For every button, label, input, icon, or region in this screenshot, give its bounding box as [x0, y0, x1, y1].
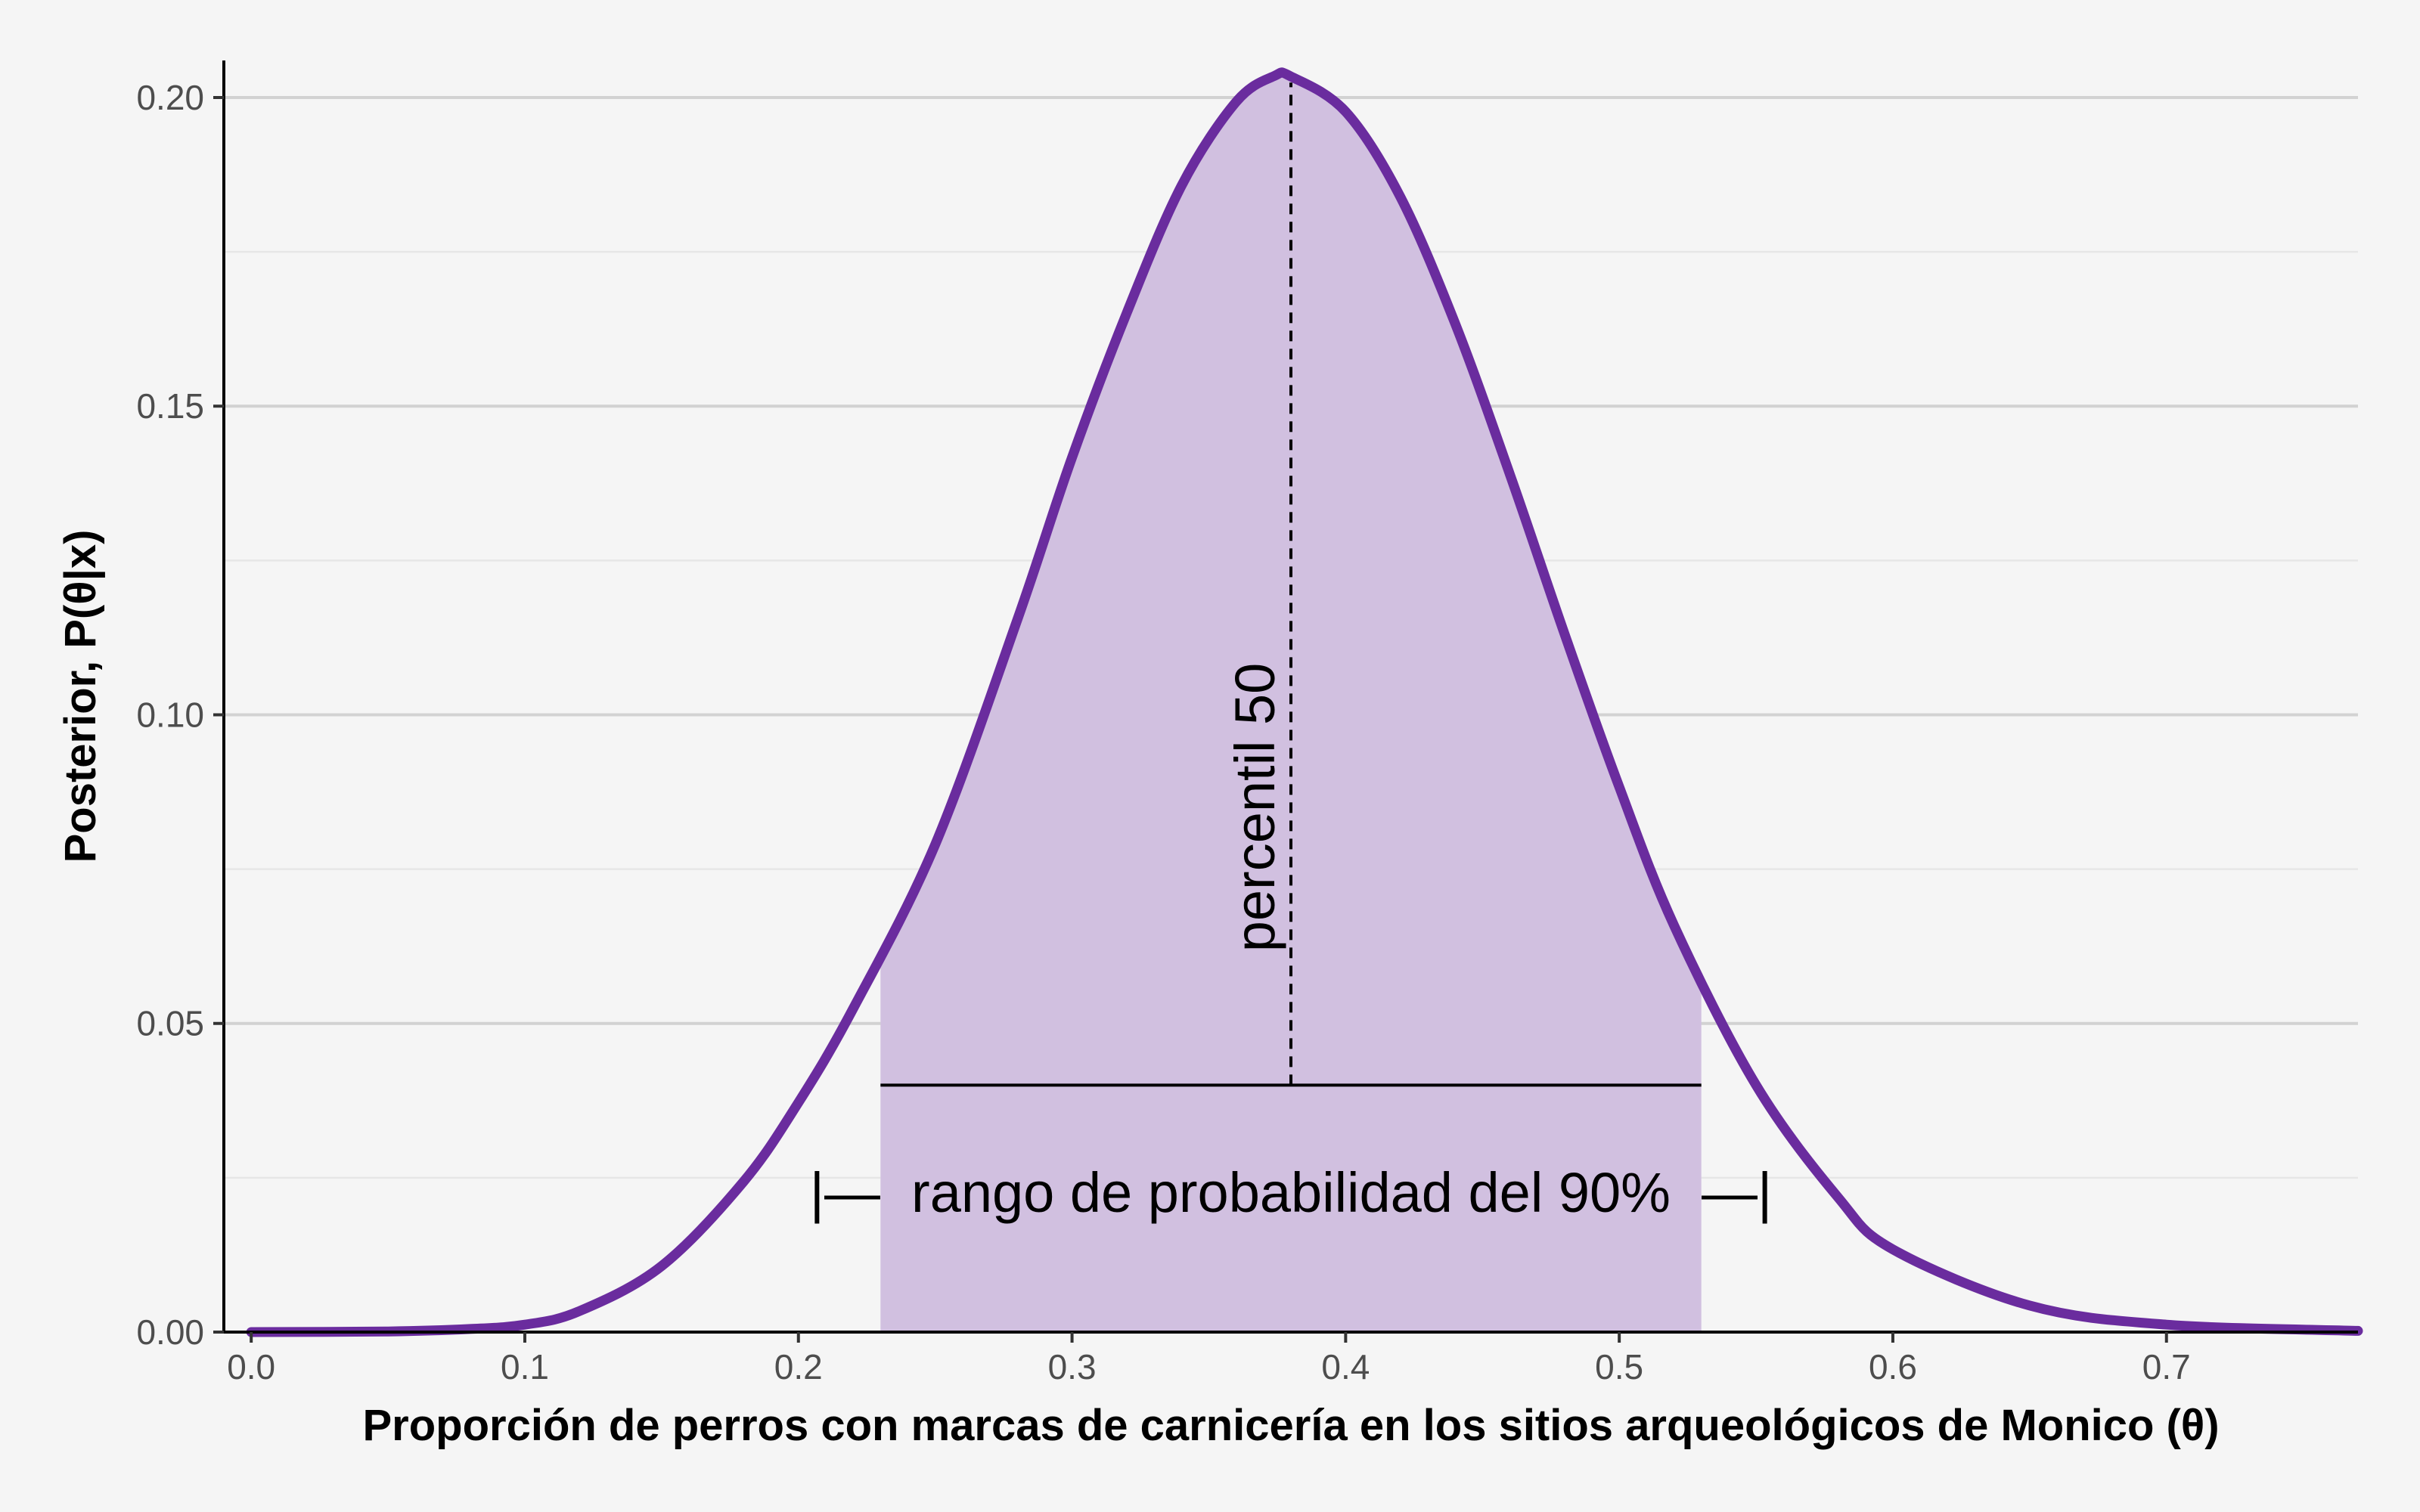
x-tick-label: 0.3: [1048, 1347, 1097, 1387]
annotation-lines: [880, 82, 1702, 1087]
posterior-curve: [246, 67, 2363, 1337]
x-tick-label: 0.4: [1321, 1347, 1370, 1387]
x-tick-label: 0.7: [2142, 1347, 2191, 1387]
axis-layer: [222, 60, 2358, 1334]
y-axis-title: Posterior, P(θ|x): [56, 530, 105, 863]
x-tick-label: 0.5: [1595, 1347, 1643, 1387]
range-label: |— rango de probabilidad del 90% —|: [810, 1161, 1773, 1224]
median-label: percentil 50: [1224, 663, 1286, 953]
x-tick-label: 0.1: [501, 1347, 549, 1387]
tick-layer: 0.0 0.1 0.2 0.3 0.4 0.5 0.6 0.7 0.00 0.05 0.10 0.15…: [136, 78, 2190, 1387]
y-tick-label: 0.20: [136, 78, 204, 117]
curve-layer: [246, 67, 2363, 1337]
x-axis-title: Proporción de perros con marcas de carni…: [362, 1401, 2219, 1450]
x-tick-label: 0.2: [774, 1347, 823, 1387]
x-tick-label: 0.6: [1869, 1347, 1917, 1387]
y-tick-label: 0.10: [136, 695, 204, 734]
y-tick-label: 0.15: [136, 386, 204, 426]
x-tick-label: 0.0: [227, 1347, 275, 1387]
y-tick-label: 0.00: [136, 1312, 204, 1352]
y-tick-label: 0.05: [136, 1004, 204, 1043]
